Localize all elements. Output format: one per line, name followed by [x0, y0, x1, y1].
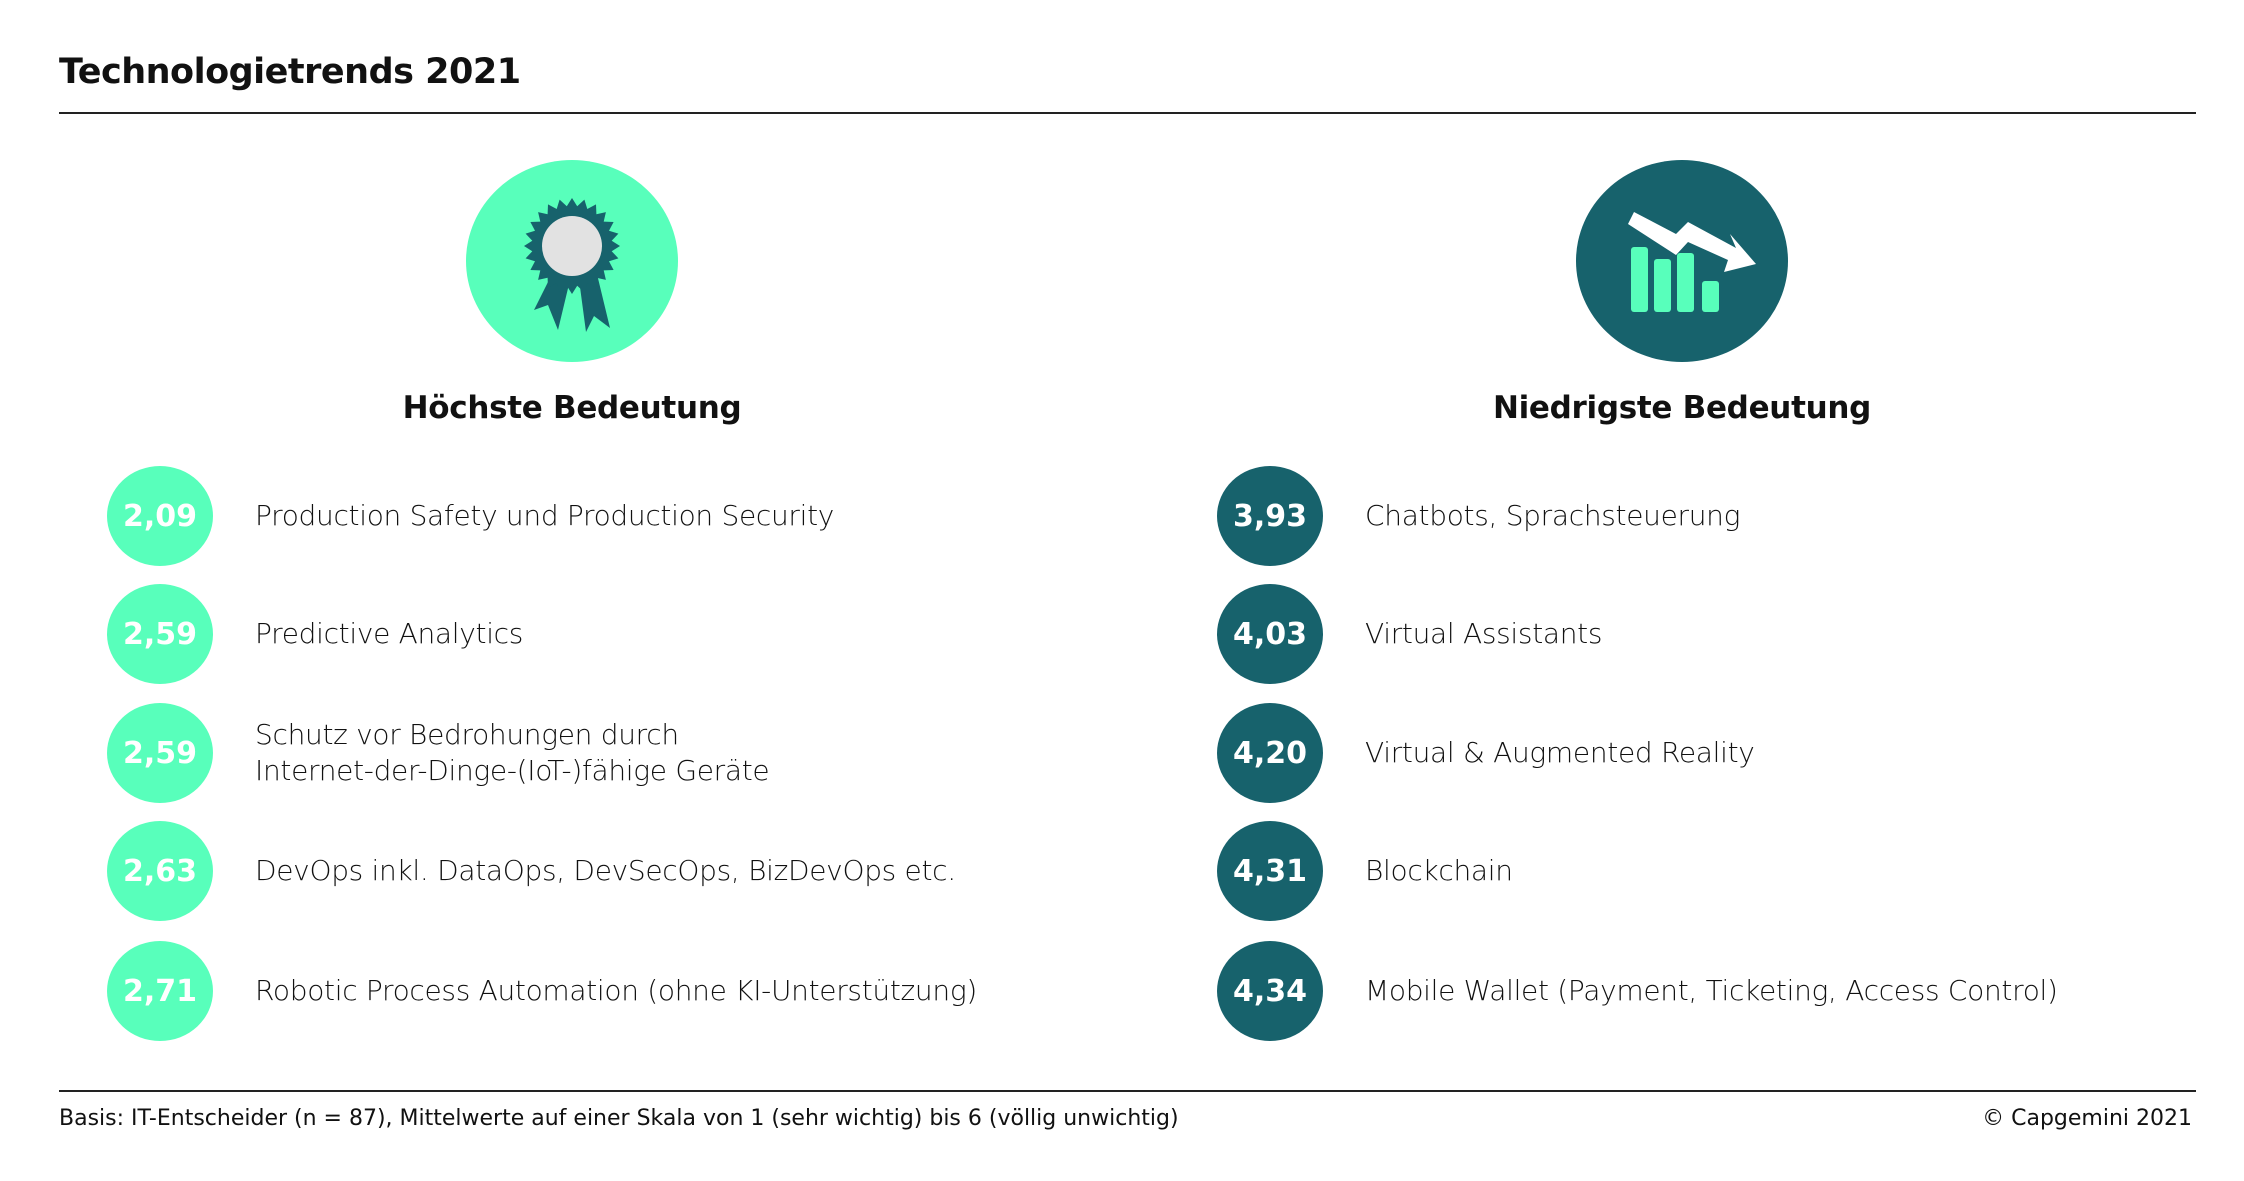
bottom-divider: [59, 1090, 2196, 1092]
score-badge: 2,63: [107, 821, 213, 921]
right-list-item: 4,03 Virtual Assistants: [1217, 584, 1602, 684]
score-badge: 4,03: [1217, 584, 1323, 684]
left-heading: Höchste Bedeutung: [402, 390, 742, 426]
score-badge: 2,59: [107, 584, 213, 684]
item-label: Schutz vor Bedrohungen durch Internet-de…: [255, 718, 770, 787]
score-badge: 2,59: [107, 703, 213, 803]
top-divider: [59, 112, 2196, 114]
page-title: Technologietrends 2021: [59, 52, 521, 92]
item-label: Chatbots, Sprachsteuerung: [1365, 499, 1741, 532]
item-label: Blockchain: [1365, 854, 1513, 887]
score-badge: 2,71: [107, 941, 213, 1041]
item-label: DevOps inkl. DataOps, DevSecOps, BizDevO…: [255, 854, 956, 887]
score-badge: 4,34: [1217, 941, 1323, 1041]
item-label: Robotic Process Automation (ohne KI-Unte…: [255, 974, 977, 1007]
right-list-item: 4,20 Virtual & Augmented Reality: [1217, 703, 1755, 803]
score-badge: 4,31: [1217, 821, 1323, 921]
right-list-item: 4,31 Blockchain: [1217, 821, 1513, 921]
footer-copyright: © Capgemini 2021: [1982, 1106, 2192, 1131]
right-list-item: 4,34 Mobile Wallet (Payment, Ticketing, A…: [1217, 941, 2058, 1041]
footer-basis: Basis: IT-Entscheider (n = 87), Mittelwe…: [59, 1106, 1179, 1131]
left-list-item: 2,09 Production Safety und Production Sec…: [107, 466, 834, 566]
left-list-item: 2,59 Schutz vor Bedrohungen durch Interne…: [107, 703, 770, 803]
right-list-item: 3,93 Chatbots, Sprachsteuerung: [1217, 466, 1740, 566]
item-label: Predictive Analytics: [255, 617, 524, 650]
item-label: Virtual Assistants: [1365, 617, 1603, 650]
item-label: Mobile Wallet (Payment, Ticketing, Acces…: [1365, 974, 2058, 1007]
score-badge: 3,93: [1217, 466, 1323, 566]
left-list-item: 2,63 DevOps inkl. DataOps, DevSecOps, Biz…: [107, 821, 956, 921]
right-heading: Niedrigste Bedeutung: [1492, 390, 1872, 426]
score-badge: 2,09: [107, 466, 213, 566]
score-badge: 4,20: [1217, 703, 1323, 803]
left-list-item: 2,59 Predictive Analytics: [107, 584, 523, 684]
left-list-item: 2,71 Robotic Process Automation (ohne KI-…: [107, 941, 977, 1041]
item-label: Production Safety und Production Securit…: [255, 499, 835, 532]
award-rosette-icon: [466, 160, 678, 362]
item-label: Virtual & Augmented Reality: [1365, 736, 1755, 769]
declining-chart-icon: [1576, 160, 1788, 362]
